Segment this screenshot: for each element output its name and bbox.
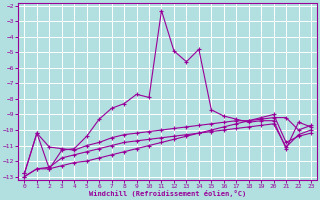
X-axis label: Windchill (Refroidissement éolien,°C): Windchill (Refroidissement éolien,°C) xyxy=(89,190,246,197)
